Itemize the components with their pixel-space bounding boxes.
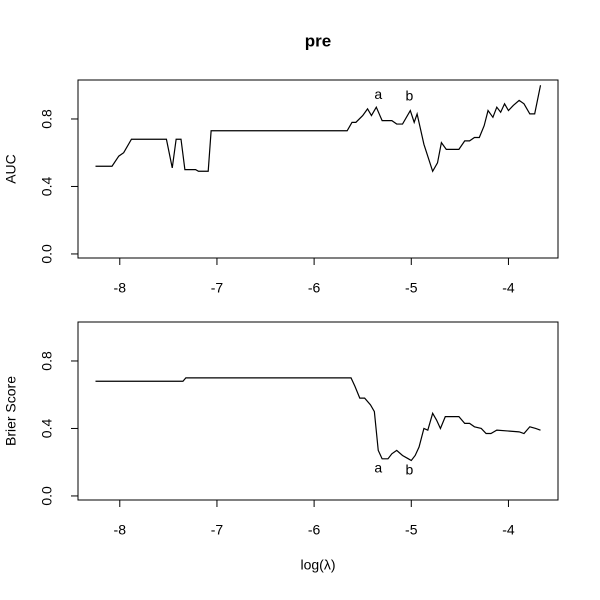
x-axis-label: log(λ) bbox=[300, 557, 335, 573]
annotation: b bbox=[405, 88, 413, 104]
x-tick-label: -6 bbox=[308, 280, 321, 296]
data-line bbox=[95, 85, 542, 173]
y-tick-label: 0.4 bbox=[39, 419, 55, 439]
annotation: a bbox=[374, 460, 382, 476]
y-tick-label: 0.0 bbox=[39, 486, 55, 506]
y-tick-label: 0.4 bbox=[39, 177, 55, 197]
y-axis-label: Brier Score bbox=[3, 376, 19, 446]
annotation: a bbox=[374, 86, 382, 102]
x-tick-label: -4 bbox=[502, 280, 515, 296]
x-tick-label: -4 bbox=[502, 522, 515, 538]
y-tick-label: 0.8 bbox=[39, 351, 55, 371]
data-line bbox=[95, 377, 541, 462]
annotation: b bbox=[405, 461, 413, 477]
y-tick-label: 0.0 bbox=[39, 244, 55, 264]
x-tick-label: -8 bbox=[114, 280, 127, 296]
x-tick-label: -7 bbox=[211, 522, 224, 538]
x-tick-label: -6 bbox=[308, 522, 321, 538]
x-tick-label: -7 bbox=[211, 280, 224, 296]
x-tick-label: -5 bbox=[405, 280, 418, 296]
x-tick-label: -5 bbox=[405, 522, 418, 538]
chart-title: pre bbox=[305, 31, 331, 50]
x-tick-label: -8 bbox=[114, 522, 127, 538]
y-tick-label: 0.8 bbox=[39, 109, 55, 129]
y-axis-label: AUC bbox=[3, 154, 19, 184]
